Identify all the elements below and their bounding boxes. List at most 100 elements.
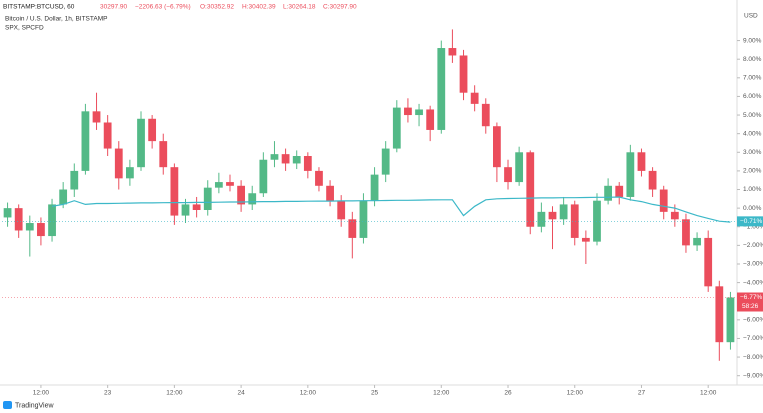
candle-body — [704, 237, 713, 287]
y-tick-label: 2.00% — [743, 168, 762, 175]
candle-body — [37, 223, 45, 237]
candle-body — [70, 170, 79, 190]
candle-body — [148, 118, 157, 142]
candle-body — [126, 167, 134, 179]
candle-body — [670, 211, 679, 220]
candle-body — [259, 159, 268, 194]
price-tag-label: −0.71% — [740, 218, 762, 225]
candle-body — [359, 200, 368, 238]
y-tick-label: −3.00% — [743, 261, 763, 268]
brand-logo — [3, 401, 12, 409]
candle-body — [237, 185, 245, 205]
candle-body — [726, 297, 735, 343]
x-tick-label: 12:00 — [700, 390, 717, 397]
candle-body — [504, 167, 512, 183]
legend-main: Bitcoin / U.S. Dollar, 1h, BITSTAMP — [5, 16, 107, 23]
price-tag-label: −6.77% — [740, 294, 762, 301]
candle-body — [604, 185, 612, 201]
candle-body — [248, 193, 257, 205]
y-tick-label: −7.00% — [743, 335, 763, 342]
candle-body — [648, 170, 657, 190]
candle-body — [715, 286, 724, 343]
candle-body — [693, 237, 701, 246]
y-tick-label: −6.00% — [743, 317, 763, 324]
x-tick-label: 25 — [371, 390, 379, 397]
y-tick-label: −8.00% — [743, 354, 763, 361]
candle-body — [515, 152, 524, 183]
candle-body — [659, 189, 668, 212]
candle-body — [48, 204, 56, 237]
candle-body — [426, 109, 435, 130]
candle-body — [581, 237, 590, 242]
candle-body — [14, 208, 23, 231]
legend-spx: SPX, SPCFD — [5, 25, 44, 32]
candle-body — [292, 156, 301, 164]
candle-body — [626, 152, 635, 197]
candle-body — [559, 204, 568, 220]
y-tick-label: 8.00% — [743, 56, 762, 63]
candle-body — [493, 126, 501, 168]
candle-body — [159, 141, 168, 168]
candle-body — [270, 154, 279, 160]
candle-body — [303, 156, 312, 171]
last-price: 30297.90 — [100, 4, 127, 11]
candle-body — [181, 204, 190, 216]
x-tick-label: 12:00 — [33, 390, 50, 397]
open: O:30352.92 — [200, 4, 234, 11]
y-tick-label: 1.00% — [743, 186, 762, 193]
candle-body — [526, 152, 535, 227]
candle-body — [682, 219, 690, 246]
candle-body — [92, 111, 101, 123]
price-tag — [737, 292, 763, 312]
candle-body — [226, 182, 234, 186]
candle-body — [348, 219, 357, 238]
candle-body — [192, 204, 201, 210]
candle-body — [537, 211, 546, 227]
axis-unit: USD — [744, 13, 758, 20]
x-tick-label: 23 — [104, 390, 112, 397]
x-tick-label: 27 — [638, 390, 646, 397]
y-tick-label: 6.00% — [743, 93, 762, 100]
low: L:30264.18 — [283, 4, 316, 11]
candle-body — [437, 48, 446, 130]
candle-body — [59, 189, 68, 205]
candle-body — [548, 211, 557, 220]
candle-body — [114, 148, 123, 179]
x-tick-label: 12:00 — [300, 390, 317, 397]
y-tick-label: −2.00% — [743, 242, 763, 249]
x-tick-label: 12:00 — [567, 390, 584, 397]
candle-body — [137, 118, 145, 168]
y-tick-label: 5.00% — [743, 112, 762, 119]
candle-body — [214, 182, 223, 188]
symbol: BITSTAMP:BTCUSD, 60 — [3, 4, 75, 11]
y-tick-label: −9.00% — [743, 372, 763, 379]
y-tick-label: 4.00% — [743, 130, 762, 137]
close: C:30297.90 — [323, 4, 357, 11]
candle-body — [203, 187, 212, 210]
candle-body — [337, 200, 346, 220]
candle-body — [615, 185, 624, 197]
y-tick-label: −1.00% — [743, 223, 763, 230]
candle-body — [281, 154, 290, 164]
spx-line — [51, 196, 731, 223]
candle-body — [392, 107, 401, 149]
high: H:30402.39 — [242, 4, 276, 11]
candle-body — [170, 167, 179, 216]
y-tick-label: 9.00% — [743, 37, 762, 44]
countdown: 58:26 — [742, 303, 759, 310]
candle-body — [370, 174, 379, 201]
candle-body — [470, 92, 479, 104]
candle-body — [404, 107, 412, 116]
candle-body — [637, 152, 646, 171]
x-tick-label: 26 — [504, 390, 512, 397]
y-tick-label: 3.00% — [743, 149, 762, 156]
candle-body — [81, 111, 90, 171]
x-tick-label: 24 — [237, 390, 245, 397]
candle-body — [315, 170, 323, 186]
candle-body — [381, 148, 390, 175]
y-tick-label: 0.00% — [743, 205, 762, 212]
price-tag — [737, 216, 763, 227]
candle-body — [25, 223, 34, 231]
